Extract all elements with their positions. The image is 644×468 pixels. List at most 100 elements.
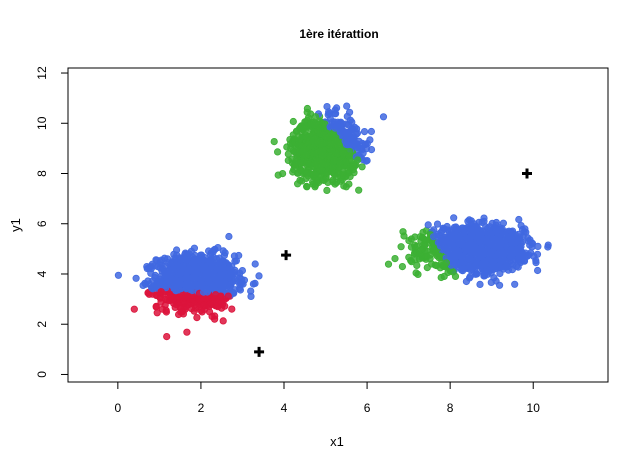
data-point <box>184 293 192 301</box>
x-tick-label: 10 <box>527 401 541 415</box>
data-point <box>450 214 458 222</box>
data-point <box>311 181 320 189</box>
data-point <box>366 136 374 144</box>
data-point <box>311 113 319 121</box>
data-point <box>497 237 505 245</box>
data-point <box>533 266 542 275</box>
data-point <box>347 127 355 135</box>
data-point <box>323 186 331 194</box>
y-tick-label: 6 <box>35 220 49 227</box>
data-point <box>327 140 335 148</box>
data-point <box>459 264 468 272</box>
data-point <box>237 280 245 288</box>
data-point <box>236 274 244 282</box>
data-point <box>289 117 297 126</box>
data-point <box>225 232 233 241</box>
data-point <box>452 248 461 256</box>
data-point <box>342 158 350 166</box>
data-point <box>477 245 485 253</box>
x-tick-label: 0 <box>115 401 122 415</box>
data-point <box>207 261 215 269</box>
data-point <box>491 265 499 273</box>
data-point <box>247 292 255 300</box>
data-point <box>211 298 219 307</box>
data-point <box>379 113 388 121</box>
data-point <box>367 127 375 136</box>
data-point <box>407 258 416 266</box>
data-point <box>155 278 164 286</box>
data-point <box>198 308 206 316</box>
data-point <box>479 268 487 276</box>
data-point <box>284 150 292 158</box>
data-point <box>132 274 140 282</box>
data-point <box>514 248 522 256</box>
data-point <box>297 166 305 175</box>
y-tick-label: 2 <box>35 321 49 328</box>
data-point <box>212 265 220 273</box>
data-point <box>322 133 330 141</box>
data-point <box>114 271 123 279</box>
data-point <box>176 270 184 278</box>
data-point <box>162 277 170 285</box>
data-point <box>221 302 229 310</box>
data-point <box>544 241 552 249</box>
data-point <box>414 270 422 278</box>
data-point <box>214 244 222 252</box>
data-point <box>343 112 351 121</box>
centroid-marker <box>522 168 532 179</box>
data-point <box>467 243 475 251</box>
data-point <box>224 292 232 300</box>
data-point <box>302 151 310 159</box>
data-point <box>189 260 197 268</box>
y-tick-label: 8 <box>35 170 49 177</box>
data-point <box>329 176 337 184</box>
data-point <box>360 128 369 136</box>
data-point <box>508 229 517 237</box>
data-point <box>318 152 326 160</box>
data-point <box>270 138 278 146</box>
data-point <box>162 271 171 279</box>
data-point <box>433 220 442 228</box>
data-point <box>343 102 351 110</box>
data-point <box>346 173 354 181</box>
data-point <box>173 277 181 285</box>
data-point <box>533 250 542 258</box>
data-point <box>459 226 467 234</box>
data-point <box>464 255 472 263</box>
data-point <box>434 238 442 247</box>
data-point <box>437 273 445 282</box>
y-tick-label: 12 <box>35 66 49 80</box>
data-point <box>219 317 227 325</box>
data-point <box>184 279 192 287</box>
data-point <box>532 256 540 265</box>
data-point <box>183 257 191 265</box>
data-point <box>500 249 508 258</box>
data-point <box>515 215 523 224</box>
x-tick-label: 2 <box>198 401 205 415</box>
data-point <box>203 270 211 278</box>
data-point <box>225 281 233 290</box>
data-point <box>193 313 201 322</box>
x-tick-label: 6 <box>364 401 371 415</box>
data-point <box>163 332 171 341</box>
data-point <box>468 226 476 234</box>
data-point <box>431 261 439 269</box>
data-point <box>507 253 515 261</box>
data-point <box>514 230 523 238</box>
data-point <box>208 312 216 321</box>
data-point <box>422 236 430 244</box>
data-point <box>141 279 149 287</box>
data-point <box>157 288 165 296</box>
data-point <box>453 233 462 241</box>
data-point <box>384 260 393 268</box>
data-point <box>332 104 341 112</box>
data-point <box>170 299 178 307</box>
x-tick-label: 4 <box>281 401 288 415</box>
data-point <box>480 214 488 222</box>
data-point <box>467 217 475 225</box>
data-point <box>527 249 535 257</box>
data-point <box>498 231 506 239</box>
data-point <box>429 233 438 241</box>
data-point <box>391 255 399 263</box>
data-point <box>345 152 353 160</box>
